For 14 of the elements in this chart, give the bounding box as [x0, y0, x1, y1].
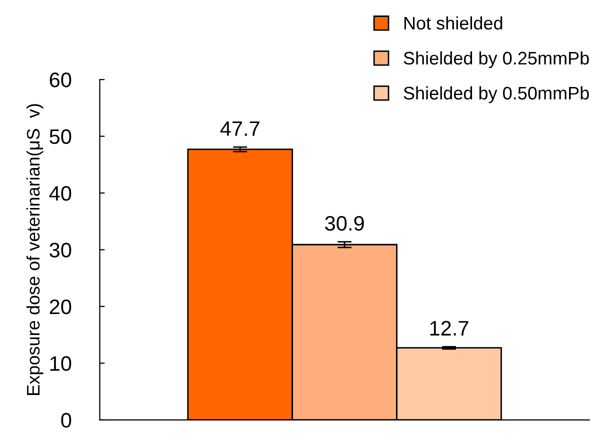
- y-tick-label: 40: [49, 186, 72, 201]
- y-tick-label: 10: [50, 356, 72, 371]
- y-tick-label: 20: [50, 299, 72, 314]
- y-axis-title: Exposure dose of veterinarian(μS v): [26, 104, 44, 395]
- legend-label: Not shielded: [404, 16, 502, 30]
- y-tick-label: 0: [61, 412, 72, 428]
- data-label: 47.7: [220, 121, 260, 136]
- data-label: 12.7: [430, 320, 468, 336]
- legend-label: Shielded by 0.50mmPb: [404, 86, 589, 104]
- y-tick-label: 50: [50, 129, 72, 144]
- y-tick-label: 30: [50, 242, 72, 258]
- y-tick-label: 60: [50, 72, 72, 88]
- legend-label: Shielded by 0.25mmPb: [404, 51, 589, 68]
- data-label: 30.9: [325, 216, 364, 231]
